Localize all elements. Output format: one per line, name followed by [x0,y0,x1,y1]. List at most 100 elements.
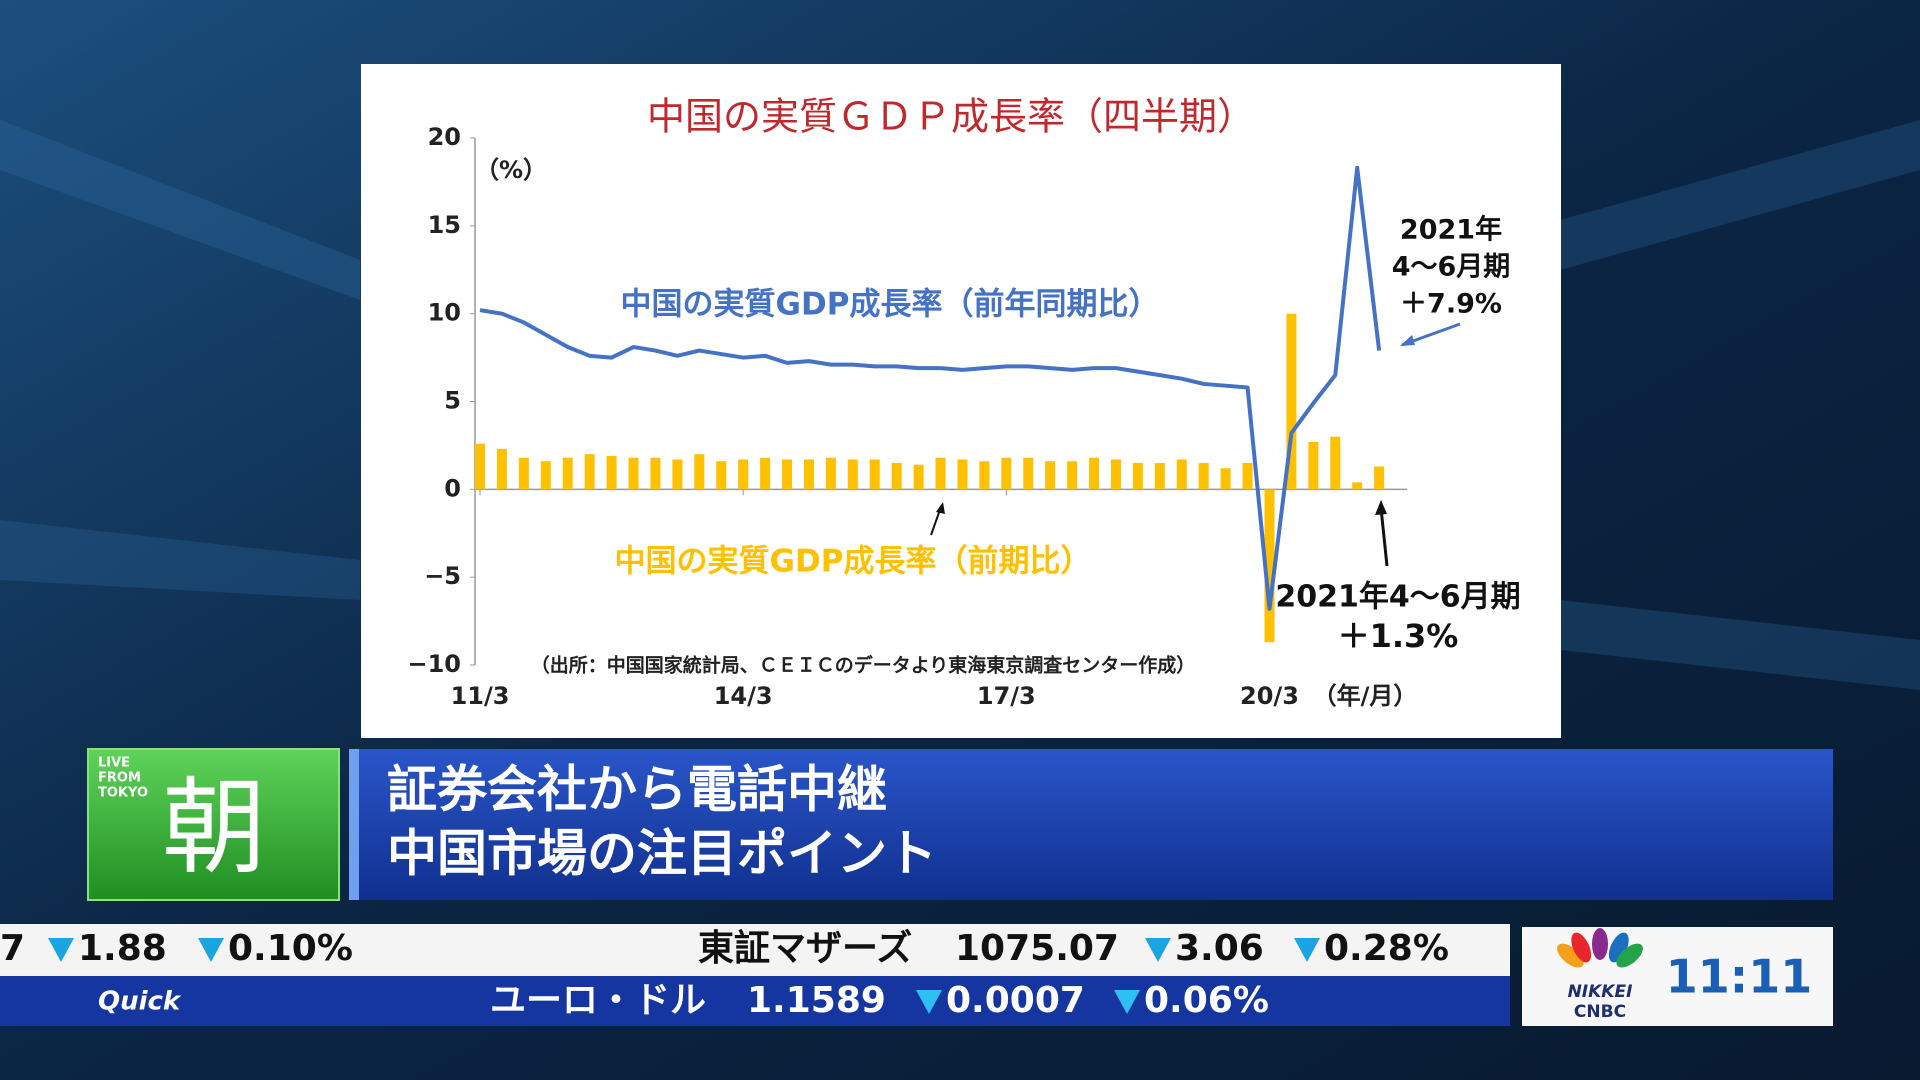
down-arrow [1294,938,1320,962]
bar [935,457,946,490]
bar [782,459,793,490]
program-name: 朝 [162,766,266,888]
legend-label: 中国の実質GDP成長率（前年同期比） [621,287,1160,323]
ticker-text: 東証マザーズ [698,927,912,969]
peacock [1557,928,1643,968]
source-note: （出所：中国国家統計局、ＣＥＩＣのデータより東海東京調査センター作成） [531,654,1196,677]
quick-logo: Quick [98,987,182,1017]
annotation: ＋7.9% [1400,289,1502,320]
y-tick-label: 10 [428,299,461,327]
y-tick-label: 5 [444,387,461,415]
y-tick-label: −5 [424,562,461,590]
bar [716,461,727,490]
ticker-text: 3.06 [1175,928,1264,969]
bar [738,459,749,490]
ticker-text: 1.1589 [747,980,886,1021]
bar [803,459,814,490]
bar [650,457,661,490]
bar [847,459,858,490]
y-tick-label: 0 [444,474,461,502]
bar [1198,462,1209,490]
bg-stripe [0,520,360,600]
bar [1110,459,1121,490]
bar [825,457,836,490]
bar [913,464,924,490]
down-arrow [1145,938,1171,962]
y-tick-label: −10 [407,650,461,678]
bar [869,459,880,490]
annotation-arrow [1379,507,1389,567]
bar [584,454,595,490]
y-unit-label: （%） [475,156,547,184]
ticker-text: 0.06% [1144,980,1269,1021]
bar [1374,466,1385,490]
bar [1264,489,1275,643]
x-tick-label: 11/3 [451,682,510,710]
bar [1001,457,1012,490]
arrow-head [1400,335,1415,346]
headline: 証券会社から電話中継 [387,761,887,819]
bar [1286,313,1297,490]
live-label: LIVE [98,756,130,771]
bar [1352,482,1363,490]
banner-accent [349,749,359,900]
live-label: FROM [98,771,141,786]
x-tick-label: 14/3 [714,682,773,710]
bar [496,448,507,490]
headline-banner [349,749,1833,900]
clock: 11:11 [1666,950,1812,1004]
y-tick-label: 20 [428,123,461,151]
bar [760,457,771,490]
bar [628,457,639,490]
headline: 中国市場の注目ポイント [387,825,937,883]
annotation: 2021年4～6月期 [1275,580,1520,615]
ticker-row [0,976,1510,1026]
logo-text: NIKKEI [1568,982,1633,1002]
arrow-head [936,502,945,514]
ticker-text: 1075.07 [955,928,1119,969]
x-tick-label: 17/3 [977,682,1036,710]
bar [540,461,551,490]
line [479,165,1382,611]
y-tick-label: 15 [428,211,461,239]
bar [1132,462,1143,490]
bar [1242,462,1253,490]
bar [1089,457,1100,490]
ticker-text: 1.88 [78,928,167,969]
bar [1023,457,1034,490]
x-unit-label: （年/月） [1313,682,1418,710]
bar [957,459,968,490]
bar [1154,462,1165,490]
ticker-text: 7 [0,928,25,969]
live-box [87,748,340,901]
bar [891,462,902,490]
bar [606,455,617,490]
chart-panel [361,64,1561,738]
ticker-text: 0.10% [228,928,353,969]
bg-stripe [1560,120,1920,270]
bar [1308,441,1319,490]
down-arrow [916,990,942,1014]
bar [562,457,573,490]
bar [672,459,683,490]
bar [1330,436,1341,490]
ticker-row [0,924,1510,976]
live-label: TOKYO [98,786,148,801]
ticker-bottom: Quick ユーロ・ドル 1.1589 0.0007 0.06% [98,980,1269,1021]
bg-stripe [1560,600,1920,690]
logo-text: CNBC [1574,1002,1626,1022]
ticker-text: 0.28% [1324,928,1449,969]
ticker-text: 0.0007 [946,980,1085,1021]
bg-stripe [0,120,360,300]
x-tick-label: 20/3 [1240,682,1299,710]
down-arrow [1114,990,1140,1014]
chart-title: 中国の実質ＧＤＰ成長率（四半期） [647,95,1255,139]
chart: 中国の実質ＧＤＰ成長率（四半期） （%） （年/月） （出所：中国国家統計局、Ｃ… [407,95,1520,711]
arrow-head [1375,500,1387,515]
bar [694,454,705,490]
down-arrow [198,938,224,962]
ticker-text: ユーロ・ドル [490,980,706,1021]
bar [1045,461,1056,490]
annotation: 4～6月期 [1392,252,1511,283]
